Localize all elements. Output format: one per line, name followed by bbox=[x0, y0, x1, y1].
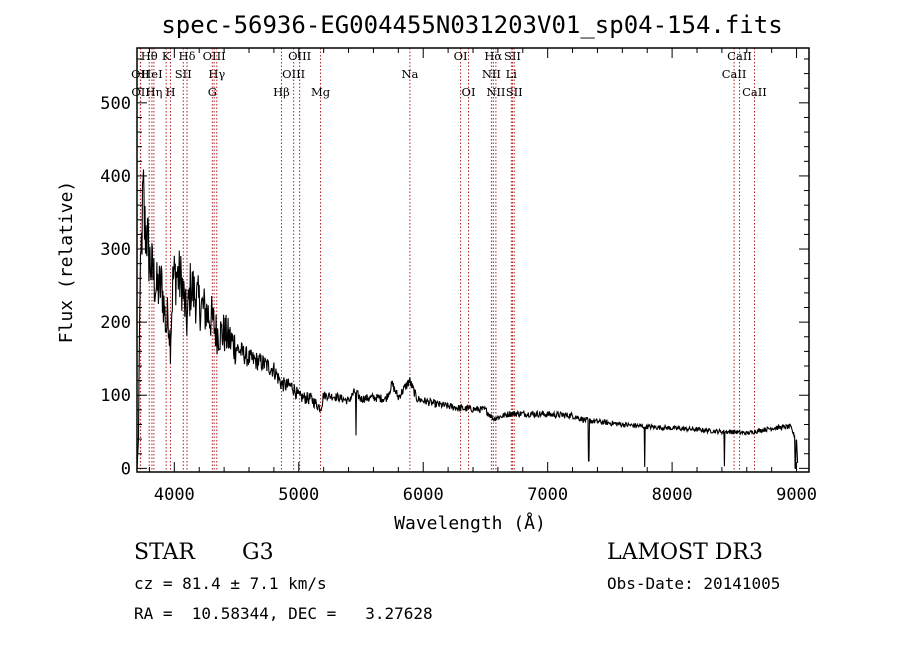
spectral-line-label: NII bbox=[486, 85, 505, 99]
spectral-line-label: OIII bbox=[288, 49, 311, 63]
y-tick-label: 300 bbox=[100, 240, 131, 260]
x-tick-label: 7000 bbox=[527, 485, 568, 505]
spectral-line-label: G bbox=[208, 85, 217, 99]
spectral-line-label: CaII bbox=[742, 85, 767, 99]
y-tick-label: 500 bbox=[100, 94, 131, 114]
line-marker-layer bbox=[139, 48, 755, 472]
y-tick-label: 100 bbox=[100, 386, 131, 406]
spectral-line-label: CaII bbox=[722, 67, 747, 81]
redshift-readout: cz = 81.4 ± 7.1 km/s bbox=[134, 574, 327, 593]
spectral-line-label: K bbox=[162, 49, 171, 63]
spectral-line-label: Hα bbox=[484, 49, 502, 63]
axis-layer: 4000 5000 6000 7000 8000 9000 0 100 200 300 400 500 bbox=[100, 48, 817, 505]
spectral-line-label: SII bbox=[175, 67, 192, 81]
spectral-line-label: SII bbox=[504, 49, 521, 63]
spectrum-series-line bbox=[136, 169, 799, 469]
obs-date: Obs-Date: 20141005 bbox=[607, 574, 781, 593]
coordinates-readout: RA = 10.58344, DEC = 3.27628 bbox=[134, 604, 433, 623]
spectral-line-label: Hδ bbox=[179, 49, 196, 63]
spectral-line-label: Li bbox=[506, 67, 518, 81]
spectral-line-label: Hβ bbox=[273, 85, 290, 99]
spectral-line-label: Hθ bbox=[141, 49, 158, 63]
spectral-line-label: OII bbox=[131, 85, 150, 99]
y-tick-label: 0 bbox=[121, 459, 131, 479]
y-tick-label: 200 bbox=[100, 313, 131, 333]
spectral-line-label: SII bbox=[506, 85, 523, 99]
y-tick-label: 400 bbox=[100, 167, 131, 187]
object-subclass: G3 bbox=[242, 540, 274, 565]
spectral-line-label: Hη bbox=[145, 85, 162, 99]
spectral-line-label: Na bbox=[401, 67, 418, 81]
x-tick-label: 4000 bbox=[154, 485, 195, 505]
spectral-line-label: OIII bbox=[203, 49, 226, 63]
spectral-line-label: OIII bbox=[282, 67, 305, 81]
x-tick-label: 9000 bbox=[776, 485, 817, 505]
x-tick-label: 8000 bbox=[652, 485, 693, 505]
spectral-line-label: Mg bbox=[311, 85, 331, 99]
spectral-line-label: H bbox=[165, 85, 175, 99]
chart-title: spec-56936-EG004455N031203V01_sp04-154.f… bbox=[161, 11, 782, 39]
object-class: STAR bbox=[134, 540, 195, 565]
spectral-line-label: OI bbox=[454, 49, 468, 63]
x-tick-label: 6000 bbox=[403, 485, 444, 505]
x-axis-label: Wavelength (Å) bbox=[394, 512, 546, 534]
spectral-line-label: NII bbox=[482, 67, 501, 81]
spectral-line-label: OI bbox=[462, 85, 476, 99]
survey-name: LAMOST DR3 bbox=[607, 540, 763, 565]
spectral-line-label: Hγ bbox=[208, 67, 225, 81]
spectral-line-label: HeI bbox=[141, 67, 162, 81]
spectral-line-label: CaII bbox=[727, 49, 752, 63]
x-tick-label: 5000 bbox=[278, 485, 319, 505]
y-axis-label: Flux (relative) bbox=[56, 181, 77, 344]
